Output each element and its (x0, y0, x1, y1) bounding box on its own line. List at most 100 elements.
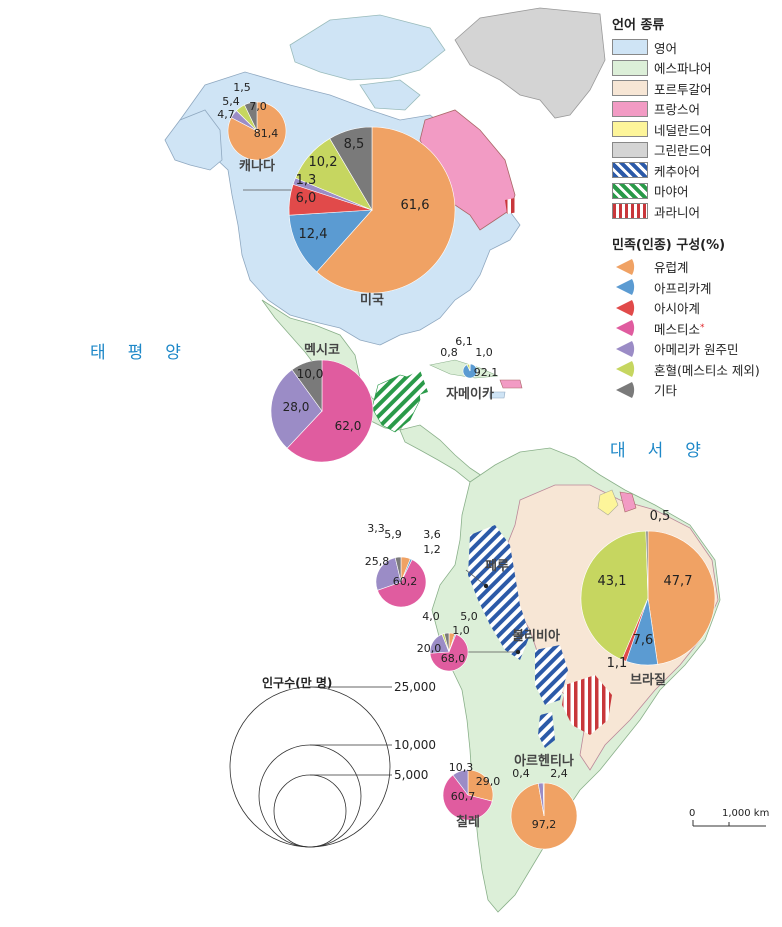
pie-value-label: 8,5 (344, 137, 365, 152)
pie-6: 47,7 7,6 1,1 43,1 0,5 브라질 (580, 509, 716, 688)
population-scale (229, 686, 392, 848)
greenland-shape (454, 7, 606, 119)
population-scale-title: 인구수(만 명) (262, 676, 333, 690)
ethnic-legend-item: 혼혈(메스티소 제외) (612, 359, 777, 380)
pie-value-label: 10,3 (449, 761, 474, 774)
scale-label-10000: 10,000 (394, 738, 436, 752)
language-swatch (612, 203, 648, 220)
pie-extra-label: 3,3 (367, 522, 385, 535)
language-swatch (612, 162, 648, 179)
pie-value-label: 20,0 (417, 642, 442, 655)
pie-value-label: 81,4 (254, 127, 279, 140)
language-swatch (612, 121, 648, 138)
pie-value-label: 5,4 (222, 95, 240, 108)
distance-scale-zero: 0 (689, 808, 696, 819)
pie-slice (288, 209, 373, 273)
country-name-label: 브라질 (630, 672, 666, 688)
pie-slice (291, 359, 323, 412)
pie-slice (329, 126, 373, 212)
pie-value-label: 0,5 (650, 509, 671, 524)
pie-value-label: 6,0 (296, 191, 317, 206)
pie-value-label: 4,7 (217, 108, 235, 121)
pie-1: 61,6 12,4 6,0 1,3 10,2 8,5 미국 (288, 126, 456, 308)
pie-value-label: 10,0 (297, 367, 324, 381)
pie-value-label: 43,1 (598, 574, 627, 589)
language-label: 포르투갈어 (654, 81, 712, 97)
ethnic-legend-item: 유럽계 (612, 257, 777, 278)
pie-5: 5,01,0 68,020,0 4,0 볼리비아 (417, 610, 560, 672)
language-label: 영어 (654, 40, 678, 56)
pie-slice (429, 633, 469, 672)
language-legend-item: 마야어 (612, 181, 777, 202)
country-name-label: 볼리비아 (512, 628, 560, 644)
language-legend-item: 케추아어 (612, 160, 777, 181)
language-swatch (612, 59, 648, 76)
pie-value-label: 5,0 (460, 610, 478, 623)
ethnic-label: 혼혈(메스티소 제외) (654, 362, 760, 378)
country-name-label: 페루 (485, 559, 509, 574)
pie-value-label: 7,6 (633, 633, 654, 648)
pie-slice (580, 530, 649, 661)
language-legend-item: 그린란드어 (612, 140, 777, 161)
country-name-label: 아르헨티나 (514, 753, 574, 769)
ethnic-legend-item: 기타 (612, 380, 777, 401)
french-guiana-shape (619, 491, 637, 513)
pie-extra-label: 1,5 (233, 81, 251, 94)
pie-2: 62,0 28,0 10,0 멕시코 (270, 342, 374, 463)
language-legend-item: 에스파냐어 (612, 58, 777, 79)
pie-slice (377, 559, 427, 608)
pie-slice (542, 782, 545, 817)
pie-value-label: 7,0 (249, 100, 267, 113)
pie-value-label: 61,6 (401, 198, 430, 213)
pie-value-label: 5,9 (384, 528, 402, 541)
language-legend-item: 과라니어 (612, 201, 777, 222)
ethnic-legend-item: 메스티소 * (612, 318, 777, 339)
ethnic-legend-item: 아메리카 원주민 (612, 339, 777, 360)
ethnic-legend-item: 아시아계 (612, 298, 777, 319)
scale-label-5000: 5,000 (394, 768, 429, 782)
distance-scale-bar (692, 820, 766, 827)
ethnic-label: 아메리카 원주민 (654, 342, 739, 358)
pacific-ocean-label: 태평양 (90, 343, 203, 363)
ethnic-legend-title: 민족(인종) 구성(%) (612, 237, 726, 253)
language-swatch (612, 80, 648, 97)
scale-label-25000: 25,000 (394, 680, 436, 694)
quechua-region (468, 525, 530, 660)
pie-value-label: 1,2 (423, 543, 441, 556)
country-name-label: 캐나다 (239, 158, 275, 174)
pie-3: 0,8 92,1 6,11,0 자메이카 (440, 335, 498, 402)
pie-slice (270, 369, 323, 449)
ethnic-swatch (616, 340, 635, 357)
language-swatch (612, 100, 648, 117)
pie-value-label: 10,2 (309, 155, 338, 170)
ethnic-swatch (616, 299, 635, 316)
country-name-label: 미국 (360, 292, 384, 308)
pie-slice (647, 530, 716, 665)
pie-slice (452, 769, 469, 796)
ethnic-swatch (616, 258, 635, 275)
pie-slice (467, 769, 494, 802)
ethnic-label: 아프리카계 (654, 280, 712, 296)
pie-value-label: 1,1 (607, 656, 628, 671)
pie-value-label: 47,7 (664, 574, 693, 589)
pie-value-label: 28,0 (283, 400, 310, 414)
pie-value-label: 68,0 (441, 652, 466, 665)
atlantic-ocean-label: 대서양 (610, 441, 723, 461)
language-swatch (612, 39, 648, 56)
pie-slice (227, 101, 287, 161)
distance-scale-label: 1,000 km (722, 808, 770, 819)
pie-slice (443, 632, 450, 653)
pie-4: 5,9 1,2 60,225,8 3,6 3,3 페루 (365, 522, 509, 608)
ethnic-label: 아시아계 (654, 301, 701, 317)
country-name-label: 자메이카 (446, 386, 494, 402)
pie-slice (375, 557, 402, 591)
language-legend-item: 포르투갈어 (612, 78, 777, 99)
language-label: 네덜란드어 (654, 122, 712, 138)
pie-value-label: 6,1 (455, 335, 473, 348)
ethnic-legend-item: 아프리카계 (612, 277, 777, 298)
pie-slice (244, 101, 258, 132)
ethnic-swatch (616, 381, 635, 398)
